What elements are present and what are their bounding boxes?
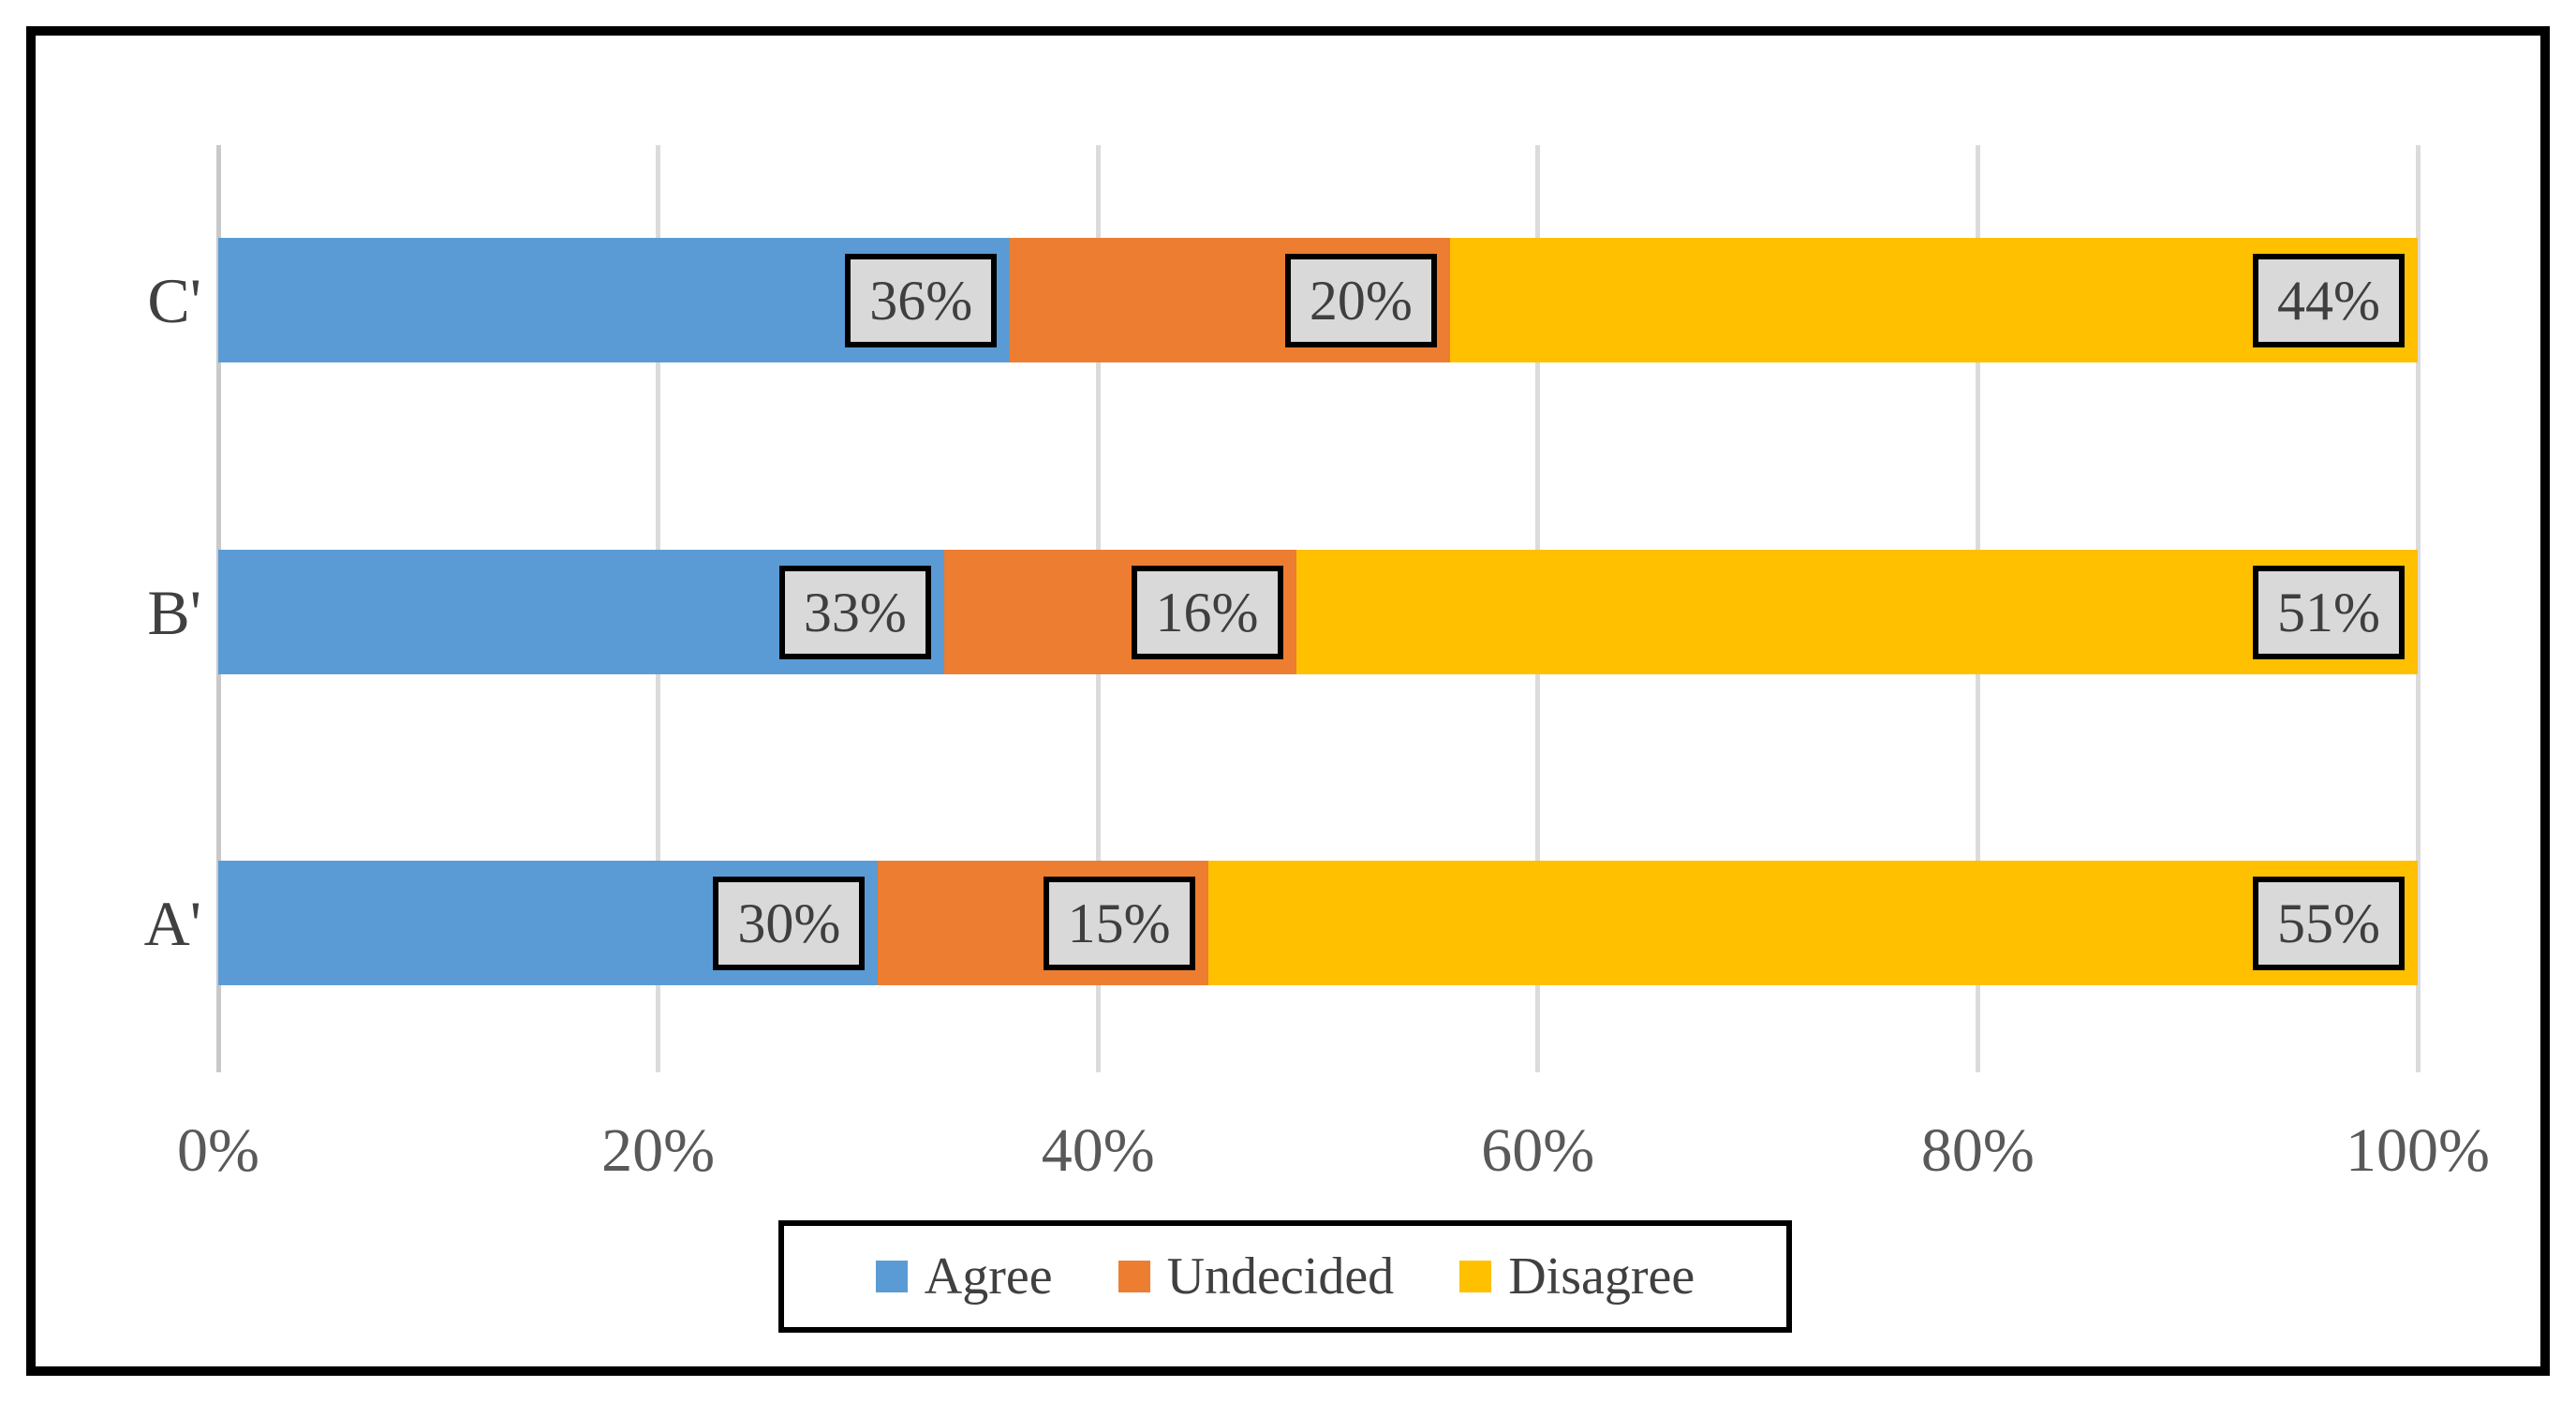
legend-item-undecided: Undecided [1118, 1247, 1395, 1306]
legend: Agree Undecided Disagree [778, 1220, 1792, 1333]
x-tick-100pct: 100% [2346, 1116, 2490, 1185]
data-label-agree-a-prime: 30% [713, 876, 866, 970]
legend-label-undecided: Undecided [1166, 1247, 1395, 1306]
legend-swatch-agree-icon [875, 1261, 908, 1292]
x-tick-80pct: 80% [1920, 1116, 2035, 1185]
data-label-agree-c-prime: 36% [845, 253, 998, 347]
x-tick-60pct: 60% [1481, 1116, 1595, 1185]
segment-disagree-b-prime [1295, 550, 2418, 674]
legend-item-disagree: Disagree [1459, 1250, 1695, 1303]
legend-label-agree: Agree [924, 1247, 1053, 1306]
data-label-agree-b-prime: 33% [778, 565, 931, 659]
x-tick-0pct: 0% [177, 1116, 259, 1185]
segment-disagree-a-prime [1207, 861, 2418, 985]
data-label-undecided-c-prime: 20% [1284, 253, 1437, 347]
legend-label-disagree: Disagree [1508, 1247, 1695, 1306]
data-label-disagree-c-prime: 44% [2253, 253, 2405, 347]
data-label-undecided-a-prime: 15% [1043, 876, 1195, 970]
data-label-disagree-b-prime: 51% [2253, 565, 2405, 659]
legend-item-agree: Agree [875, 1247, 1053, 1306]
chart-outer-border [26, 26, 2550, 1376]
legend-swatch-disagree-icon [1459, 1261, 1492, 1292]
x-tick-20pct: 20% [601, 1116, 716, 1185]
data-label-disagree-a-prime: 55% [2253, 876, 2405, 970]
category-label-c-prime: C' [147, 264, 201, 336]
category-label-b-prime: B' [147, 576, 201, 648]
category-label-a-prime: A' [143, 887, 201, 959]
data-label-undecided-b-prime: 16% [1131, 565, 1283, 659]
x-tick-40pct: 40% [1041, 1116, 1155, 1185]
legend-swatch-undecided-icon [1118, 1261, 1150, 1292]
gridline-100pct [2415, 145, 2421, 1072]
